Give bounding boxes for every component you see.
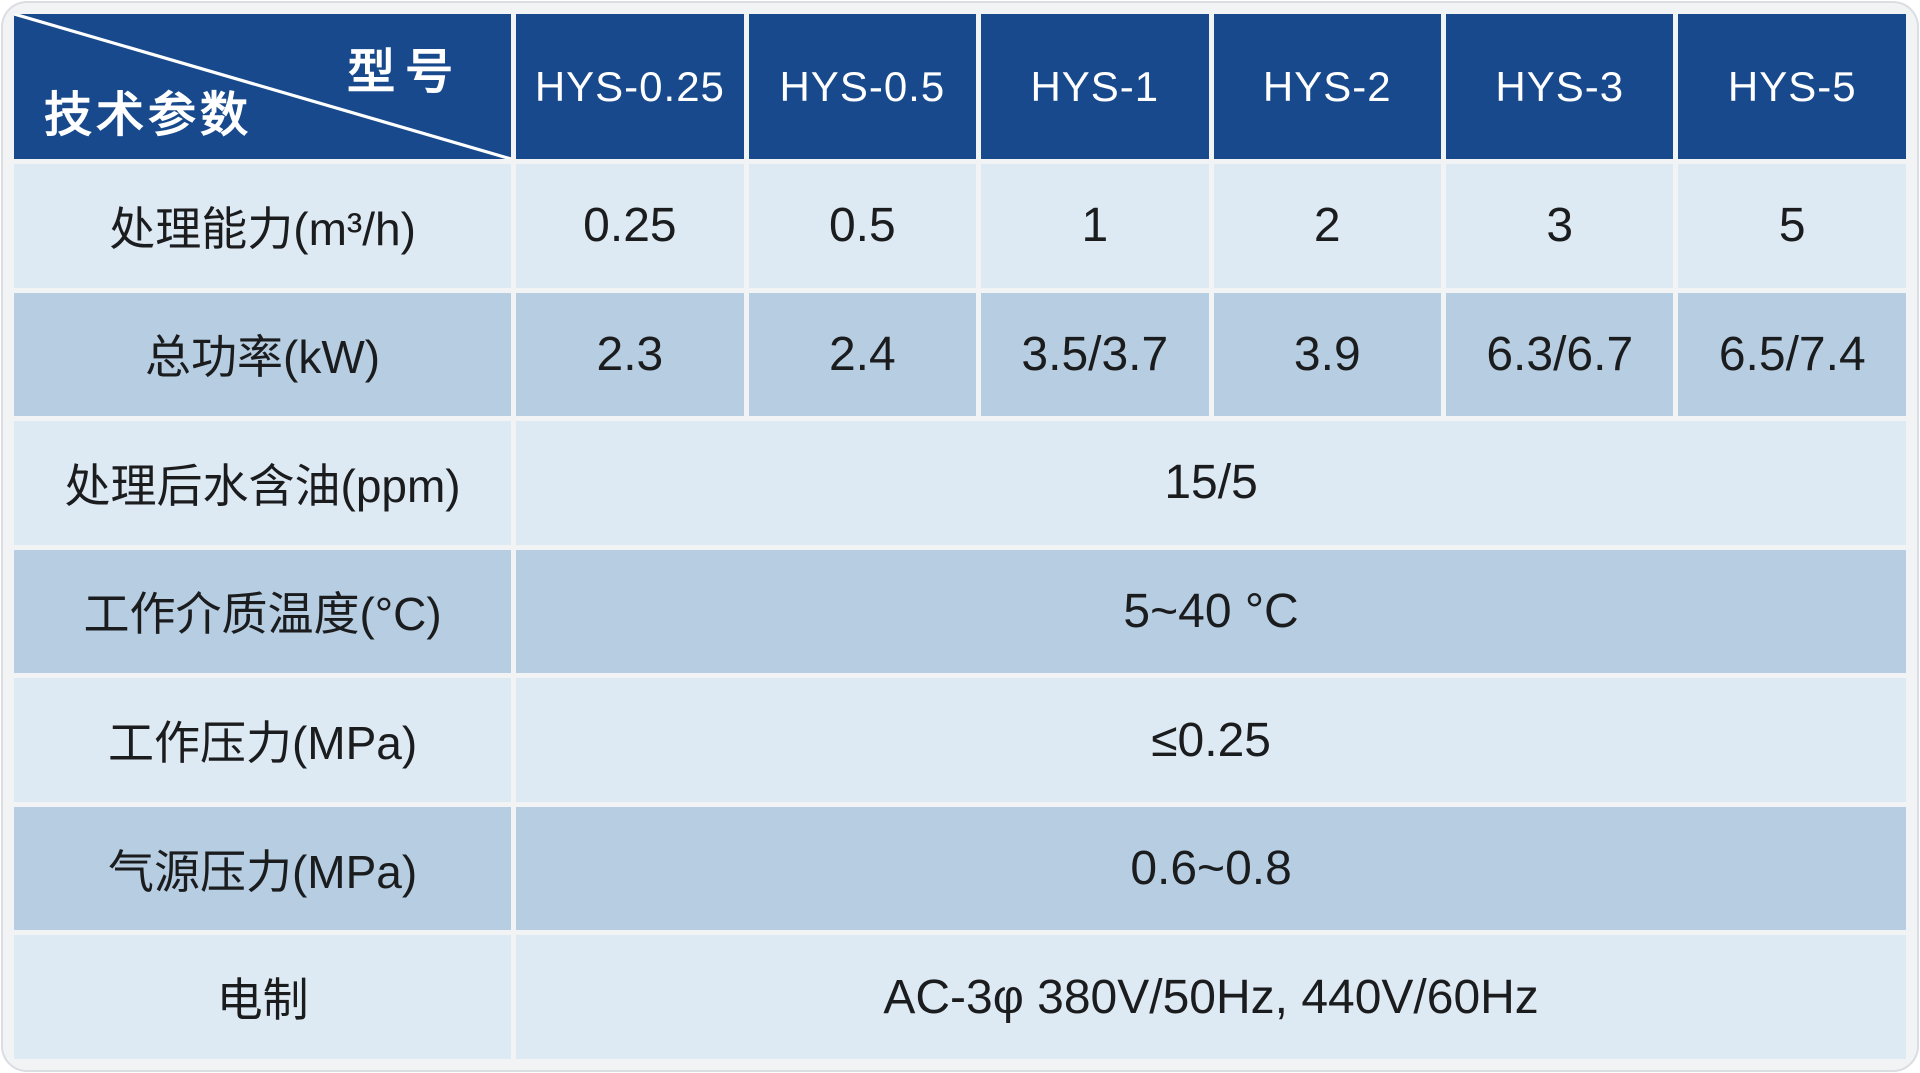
- row-label-capacity: 处理能力(m³/h): [14, 164, 512, 288]
- spec-table: 型号 技术参数 HYS-0.25 HYS-0.5 HYS-1 HYS-2 HYS…: [9, 9, 1911, 1064]
- cell-capacity-hys-5: 5: [1678, 164, 1906, 288]
- column-header-hys-3: HYS-3: [1446, 14, 1674, 159]
- cell-medium-temperature-all-models: 5~40 °C: [516, 549, 1906, 674]
- cell-capacity-hys-2: 2: [1213, 164, 1442, 288]
- corner-label-model: 型号: [347, 46, 464, 99]
- cell-oil-content-all-models: 15/5: [516, 421, 1906, 545]
- cell-power-hys-1: 3.5/3.7: [981, 292, 1209, 417]
- table-row-total-power: 总功率(kW) 2.3 2.4 3.5/3.7 3.9 6.3/6.7 6.5/…: [14, 292, 1906, 417]
- cell-capacity-hys-0-5: 0.5: [748, 164, 977, 288]
- cell-capacity-hys-0-25: 0.25: [516, 164, 744, 288]
- cell-air-supply-pressure-all-models: 0.6~0.8: [516, 806, 1906, 931]
- row-label-total-power: 总功率(kW): [14, 292, 512, 417]
- column-header-hys-5: HYS-5: [1678, 14, 1906, 159]
- cell-electric-system-all-models: AC-3φ 380V/50Hz, 440V/60Hz: [516, 935, 1906, 1059]
- table-row-medium-temperature: 工作介质温度(°C) 5~40 °C: [14, 549, 1906, 674]
- table-row-air-supply-pressure: 气源压力(MPa) 0.6~0.8: [14, 806, 1906, 931]
- diagonal-divider-line: [14, 14, 511, 159]
- corner-label-parameters: 技术参数: [44, 89, 253, 142]
- row-label-oil-content: 处理后水含油(ppm): [14, 421, 512, 545]
- cell-working-pressure-all-models: ≤0.25: [516, 678, 1906, 802]
- row-label-medium-temperature: 工作介质温度(°C): [14, 549, 512, 674]
- column-header-hys-1: HYS-1: [981, 14, 1209, 159]
- row-label-working-pressure: 工作压力(MPa): [14, 678, 512, 802]
- cell-power-hys-2: 3.9: [1213, 292, 1442, 417]
- column-header-hys-2: HYS-2: [1213, 14, 1442, 159]
- row-label-air-supply-pressure: 气源压力(MPa): [14, 806, 512, 931]
- column-header-hys-0-5: HYS-0.5: [748, 14, 977, 159]
- table-row-electric-system: 电制 AC-3φ 380V/50Hz, 440V/60Hz: [14, 935, 1906, 1059]
- cell-power-hys-0-25: 2.3: [516, 292, 744, 417]
- cell-power-hys-0-5: 2.4: [748, 292, 977, 417]
- cell-capacity-hys-3: 3: [1446, 164, 1674, 288]
- cell-power-hys-5: 6.5/7.4: [1678, 292, 1906, 417]
- corner-header-cell: 型号 技术参数: [14, 14, 512, 159]
- row-label-electric-system: 电制: [14, 935, 512, 1059]
- cell-power-hys-3: 6.3/6.7: [1446, 292, 1674, 417]
- header-row: 型号 技术参数 HYS-0.25 HYS-0.5 HYS-1 HYS-2 HYS…: [14, 14, 1906, 159]
- table-row-capacity: 处理能力(m³/h) 0.25 0.5 1 2 3 5: [14, 164, 1906, 288]
- table-row-oil-content: 处理后水含油(ppm) 15/5: [14, 421, 1906, 545]
- table-row-working-pressure: 工作压力(MPa) ≤0.25: [14, 678, 1906, 802]
- cell-capacity-hys-1: 1: [981, 164, 1209, 288]
- column-header-hys-0-25: HYS-0.25: [516, 14, 744, 159]
